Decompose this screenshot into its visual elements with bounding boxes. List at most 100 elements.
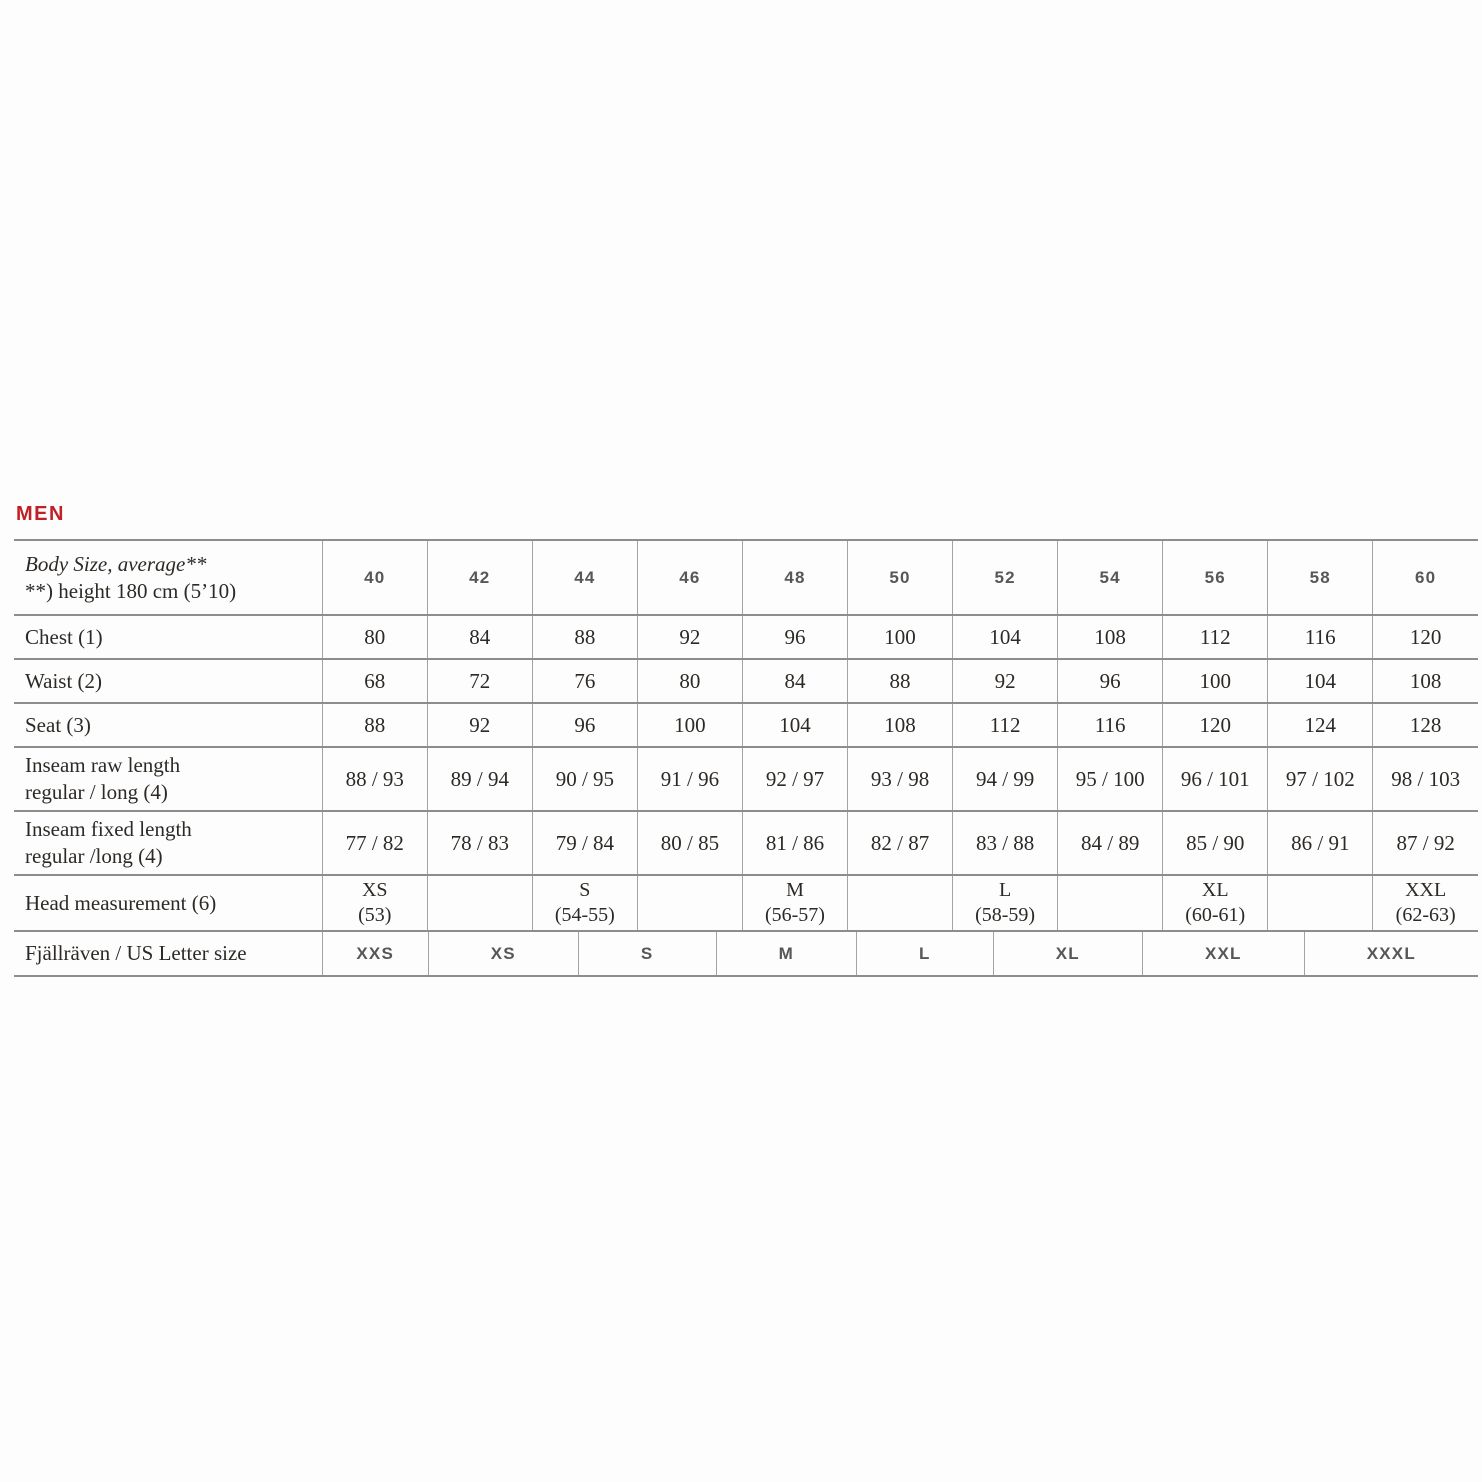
- chest-value-cell: 80: [321, 614, 428, 659]
- size-col-header: 58: [1267, 540, 1373, 615]
- waist-row: Waist (2) 68 72 76 80 84 88 92 96 100 10…: [14, 658, 1478, 703]
- inseam-raw-label-line1: Inseam raw length: [25, 753, 181, 777]
- inseam-raw-row: Inseam raw length regular / long (4) 88 …: [14, 746, 1478, 811]
- head-size: XXL: [1405, 879, 1447, 901]
- head-size-range: (60-61): [1185, 904, 1246, 926]
- size-col-header: 50: [847, 540, 953, 615]
- size-col-header: 56: [1162, 540, 1268, 615]
- inseam-fixed-value-cell: 85 / 90: [1162, 810, 1268, 875]
- chest-row: Chest (1) 80 84 88 92 96 100 104 108 112…: [14, 614, 1478, 659]
- chest-value-cell: 120: [1372, 614, 1478, 659]
- section-title-men: MEN: [16, 503, 65, 525]
- body-size-label: Body Size, average**: [25, 551, 207, 576]
- seat-value-cell: 128: [1372, 702, 1478, 747]
- seat-value-cell: 92: [426, 702, 533, 747]
- letter-size-cells: XXS XS S M L XL XXL XXXL: [321, 930, 1478, 976]
- inseam-raw-value-cell: 95 / 100: [1057, 746, 1163, 811]
- letter-size-cell: XL: [992, 932, 1142, 975]
- chest-value-cell: 104: [952, 614, 1058, 659]
- head-size-empty-cell: [847, 874, 953, 931]
- size-col-header: 42: [426, 540, 533, 615]
- waist-value-cell: 100: [1162, 658, 1268, 703]
- seat-value-cell: 96: [531, 702, 638, 747]
- waist-value-cell: 84: [741, 658, 848, 703]
- seat-value-cell: 116: [1057, 702, 1163, 747]
- head-measurement-row: Head measurement (6) XS (53) S (54-55) M…: [14, 874, 1478, 931]
- table-header-row: Body Size, average** **) height 180 cm (…: [14, 540, 1478, 615]
- waist-value-cell: 108: [1372, 658, 1478, 703]
- waist-value-cell: 80: [636, 658, 743, 703]
- size-col-header: 60: [1372, 540, 1478, 615]
- inseam-fixed-value-cell: 86 / 91: [1267, 810, 1373, 875]
- inseam-raw-value-cell: 97 / 102: [1267, 746, 1373, 811]
- seat-value-cell: 108: [847, 702, 953, 747]
- letter-size-cell: S: [577, 932, 716, 975]
- head-size-cell: S (54-55): [531, 874, 638, 931]
- inseam-raw-value-cell: 90 / 95: [531, 746, 638, 811]
- head-size: S: [579, 879, 591, 901]
- seat-row-label: Seat (3): [14, 702, 323, 747]
- inseam-fixed-value-cell: 83 / 88: [952, 810, 1058, 875]
- head-size-cell: L (58-59): [952, 874, 1058, 931]
- size-col-header: 48: [741, 540, 848, 615]
- head-size-cell: XS (53): [321, 874, 428, 931]
- waist-row-label: Waist (2): [14, 658, 323, 703]
- size-col-header: 40: [321, 540, 428, 615]
- head-size-range: (62-63): [1395, 904, 1456, 926]
- head-size-empty-cell: [1267, 874, 1373, 931]
- head-size-range: (58-59): [975, 904, 1036, 926]
- letter-size-cell: XXL: [1141, 932, 1304, 975]
- seat-value-cell: 88: [321, 702, 428, 747]
- inseam-fixed-label-line2: regular /long (4): [25, 844, 163, 868]
- head-size-cell: XL (60-61): [1162, 874, 1268, 931]
- head-size-range: (56-57): [764, 904, 825, 926]
- body-size-header-cell: Body Size, average** **) height 180 cm (…: [14, 540, 322, 615]
- inseam-fixed-value-cell: 80 / 85: [636, 810, 743, 875]
- chest-row-label: Chest (1): [14, 614, 323, 659]
- inseam-raw-label-line2: regular / long (4): [25, 780, 168, 804]
- waist-value-cell: 104: [1267, 658, 1373, 703]
- head-size: XL: [1201, 879, 1229, 901]
- head-size-empty-cell: [636, 874, 743, 931]
- inseam-fixed-value-cell: 87 / 92: [1372, 810, 1478, 875]
- letter-size-cell: XXXL: [1303, 932, 1478, 975]
- letter-size-cell: XS: [427, 932, 578, 975]
- chest-value-cell: 116: [1267, 614, 1373, 659]
- inseam-raw-value-cell: 88 / 93: [321, 746, 428, 811]
- waist-value-cell: 92: [952, 658, 1058, 703]
- inseam-raw-row-label: Inseam raw length regular / long (4): [14, 746, 323, 811]
- head-size-empty-cell: [426, 874, 533, 931]
- inseam-fixed-value-cell: 84 / 89: [1057, 810, 1163, 875]
- head-size-cell: M (56-57): [741, 874, 848, 931]
- inseam-fixed-value-cell: 81 / 86: [741, 810, 848, 875]
- head-measurement-row-label: Head measurement (6): [14, 874, 323, 931]
- chest-value-cell: 108: [1057, 614, 1163, 659]
- size-col-header: 44: [531, 540, 638, 615]
- head-size-empty-cell: [1057, 874, 1163, 931]
- inseam-raw-value-cell: 93 / 98: [847, 746, 953, 811]
- seat-value-cell: 112: [952, 702, 1058, 747]
- waist-value-cell: 96: [1057, 658, 1163, 703]
- inseam-fixed-value-cell: 77 / 82: [321, 810, 428, 875]
- seat-value-cell: 100: [636, 702, 743, 747]
- waist-value-cell: 72: [426, 658, 533, 703]
- seat-row: Seat (3) 88 92 96 100 104 108 112 116 12…: [14, 702, 1478, 747]
- letter-size-cell: M: [715, 932, 856, 975]
- size-col-header: 46: [636, 540, 743, 615]
- head-size: M: [786, 879, 804, 901]
- letter-size-cell: XXS: [356, 943, 395, 963]
- inseam-raw-value-cell: 91 / 96: [636, 746, 743, 811]
- inseam-raw-value-cell: 94 / 99: [952, 746, 1058, 811]
- waist-value-cell: 76: [531, 658, 638, 703]
- head-size-cell: XXL (62-63): [1372, 874, 1478, 931]
- head-size: L: [999, 879, 1012, 901]
- chest-value-cell: 92: [636, 614, 743, 659]
- inseam-fixed-row-label: Inseam fixed length regular /long (4): [14, 810, 323, 875]
- chest-value-cell: 84: [426, 614, 533, 659]
- inseam-raw-value-cell: 96 / 101: [1162, 746, 1268, 811]
- inseam-fixed-value-cell: 82 / 87: [847, 810, 953, 875]
- men-size-table: Body Size, average** **) height 180 cm (…: [14, 539, 1478, 977]
- head-size-range: (53): [358, 904, 392, 926]
- seat-value-cell: 124: [1267, 702, 1373, 747]
- chest-value-cell: 96: [741, 614, 848, 659]
